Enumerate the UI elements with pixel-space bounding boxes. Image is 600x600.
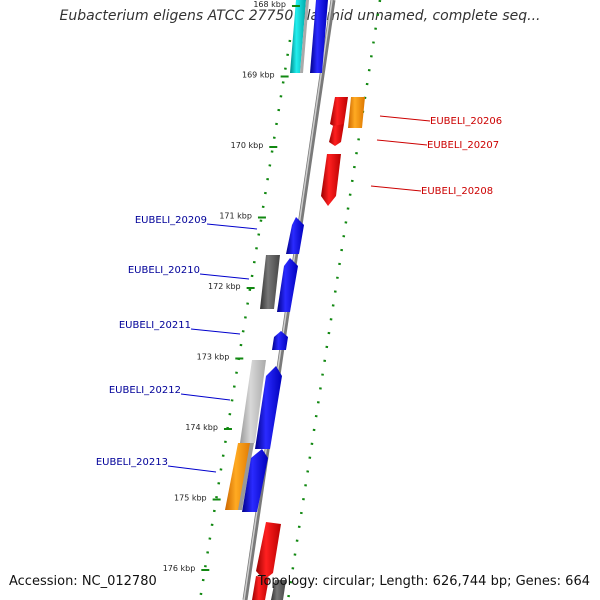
forward-gene-labels: EUBELI_20206 EUBELI_20207 EUBELI_20208	[370, 115, 502, 197]
gene-eubeli-20206[interactable]	[330, 97, 348, 128]
forward-cds-bottom-1[interactable]	[256, 522, 281, 580]
gc-feature-bottom	[271, 580, 286, 600]
accession-text: Accession: NC_012780	[9, 574, 157, 589]
gc-feature-top	[290, 0, 306, 73]
tick-label: 170 kbp	[231, 141, 264, 150]
tick-label: 174 kbp	[185, 423, 218, 432]
forward-cds-bottom-2[interactable]	[252, 576, 269, 600]
leader-20212	[180, 393, 231, 401]
gc-feature-20213	[238, 443, 254, 510]
label-eubeli-20212[interactable]: EUBELI_20212	[109, 385, 181, 396]
label-eubeli-20206[interactable]: EUBELI_20206	[430, 116, 502, 127]
tick-label: 168 kbp	[253, 0, 286, 9]
orf-feature-20213	[225, 443, 252, 510]
tick-label: 172 kbp	[208, 282, 241, 291]
outer-dotted-track	[286, 0, 382, 600]
gene-eubeli-20208[interactable]	[321, 154, 341, 206]
gene-eubeli-20210[interactable]	[277, 258, 298, 312]
gene-eubeli-20212[interactable]	[255, 366, 282, 449]
leader-20207	[376, 139, 428, 146]
leader-20206	[379, 115, 431, 122]
label-eubeli-20209[interactable]: EUBELI_20209	[135, 215, 207, 226]
inner-dotted-track	[198, 39, 292, 600]
reverse-gene-labels: EUBELI_20209 EUBELI_20210 EUBELI_20211 E…	[96, 215, 258, 473]
label-eubeli-20207[interactable]: EUBELI_20207	[427, 140, 499, 151]
tick-label: 171 kbp	[219, 212, 252, 221]
label-eubeli-20213[interactable]: EUBELI_20213	[96, 457, 168, 468]
label-eubeli-20211[interactable]: EUBELI_20211	[119, 320, 191, 331]
leader-20213	[167, 465, 217, 473]
orf-feature-20206	[348, 97, 365, 128]
gene-eubeli-20207[interactable]	[329, 124, 344, 146]
gc-feature-20212	[240, 360, 266, 443]
leader-20209	[206, 223, 258, 230]
label-eubeli-20210[interactable]: EUBELI_20210	[128, 265, 200, 276]
reverse-cds-top[interactable]	[310, 0, 328, 73]
tick-label: 175 kbp	[174, 494, 207, 503]
gene-eubeli-20213[interactable]	[242, 449, 268, 512]
tick-label: 173 kbp	[197, 353, 230, 362]
tick-marks: 168 kbp 169 kbp 170 kbp 171 kbp 172 kbp 173 k…	[163, 0, 300, 573]
label-eubeli-20208[interactable]: EUBELI_20208	[421, 186, 493, 197]
gc-feature-top-light	[300, 0, 309, 73]
topology-text: Topology: circular; Length: 626,744 bp; …	[257, 574, 590, 589]
leader-20211	[190, 328, 241, 335]
tick-label: 176 kbp	[163, 564, 196, 573]
gene-eubeli-20209[interactable]	[286, 217, 304, 254]
gene-eubeli-20211[interactable]	[272, 331, 288, 350]
leader-20208	[370, 185, 422, 192]
leader-20210	[199, 273, 250, 280]
gc-feature-20210	[260, 255, 280, 309]
tick-label: 169 kbp	[242, 71, 275, 80]
